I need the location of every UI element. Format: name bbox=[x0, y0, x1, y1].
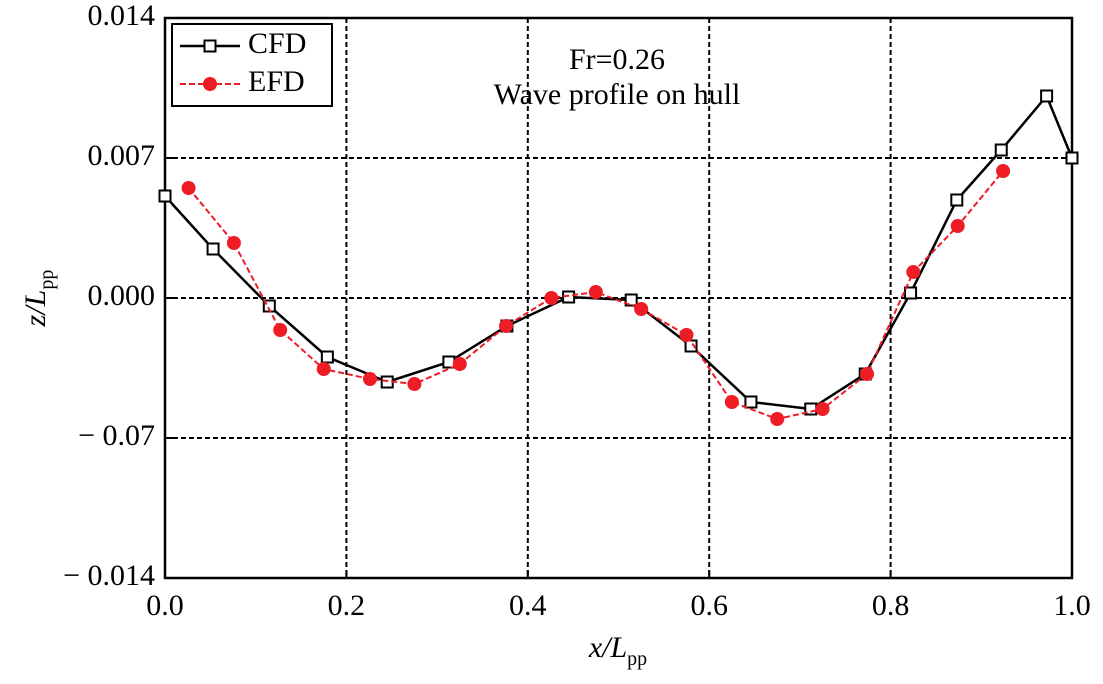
marker bbox=[499, 319, 514, 333]
x-label-sub: pp bbox=[627, 648, 647, 670]
annotation: Wave profile on hull bbox=[494, 78, 741, 111]
marker bbox=[904, 286, 918, 300]
marker bbox=[744, 395, 758, 409]
y-tick-label: − 0.014 bbox=[63, 559, 155, 592]
marker bbox=[380, 375, 394, 389]
marker bbox=[158, 189, 172, 203]
marker bbox=[815, 402, 830, 416]
marker bbox=[679, 328, 694, 342]
marker bbox=[562, 290, 576, 304]
legend-box bbox=[171, 23, 333, 107]
marker bbox=[407, 377, 422, 391]
marker bbox=[624, 293, 638, 307]
marker bbox=[226, 236, 241, 250]
y-label-main: z/L bbox=[19, 290, 52, 328]
marker bbox=[994, 143, 1008, 157]
y-tick-label: − 0.07 bbox=[78, 419, 155, 452]
legend-label: CFD bbox=[248, 27, 306, 60]
marker bbox=[181, 181, 196, 195]
y-tick-label: 0.014 bbox=[88, 0, 156, 32]
x-tick-label: 0.0 bbox=[146, 589, 184, 622]
marker bbox=[950, 219, 965, 233]
marker bbox=[634, 302, 649, 316]
y-tick-label: 0.007 bbox=[88, 139, 156, 172]
x-tick-label: 0.4 bbox=[509, 589, 547, 622]
marker bbox=[860, 367, 875, 381]
marker bbox=[950, 193, 964, 207]
series-line bbox=[164, 93, 1074, 411]
x-axis-label: x/Lpp bbox=[588, 631, 647, 670]
marker bbox=[273, 323, 288, 337]
marker bbox=[724, 395, 739, 409]
x-tick-label: 0.6 bbox=[690, 589, 728, 622]
marker bbox=[906, 265, 921, 279]
x-tick-label: 0.8 bbox=[872, 589, 910, 622]
legend-marker bbox=[203, 77, 217, 91]
marker bbox=[1040, 89, 1054, 103]
marker bbox=[442, 355, 456, 369]
x-tick-label: 0.2 bbox=[328, 589, 366, 622]
marker bbox=[544, 291, 559, 305]
x-tick-label: 1.0 bbox=[1053, 589, 1091, 622]
marker bbox=[206, 242, 220, 256]
marker bbox=[770, 412, 785, 426]
marker bbox=[1065, 151, 1079, 165]
annotation: Fr=0.26 bbox=[569, 43, 665, 76]
y-axis-label: z/Lpp bbox=[19, 270, 58, 328]
x-label-main: x/L bbox=[588, 631, 627, 664]
marker bbox=[320, 350, 334, 364]
y-label-sub: pp bbox=[36, 270, 58, 290]
marker bbox=[316, 362, 331, 376]
legend-label: EFD bbox=[248, 65, 305, 98]
legend-marker bbox=[203, 39, 217, 53]
plot-frame bbox=[163, 16, 1074, 580]
marker bbox=[452, 357, 467, 371]
marker bbox=[362, 372, 377, 386]
y-tick-label: 0.000 bbox=[88, 279, 156, 312]
marker bbox=[588, 285, 603, 299]
marker bbox=[996, 164, 1011, 178]
